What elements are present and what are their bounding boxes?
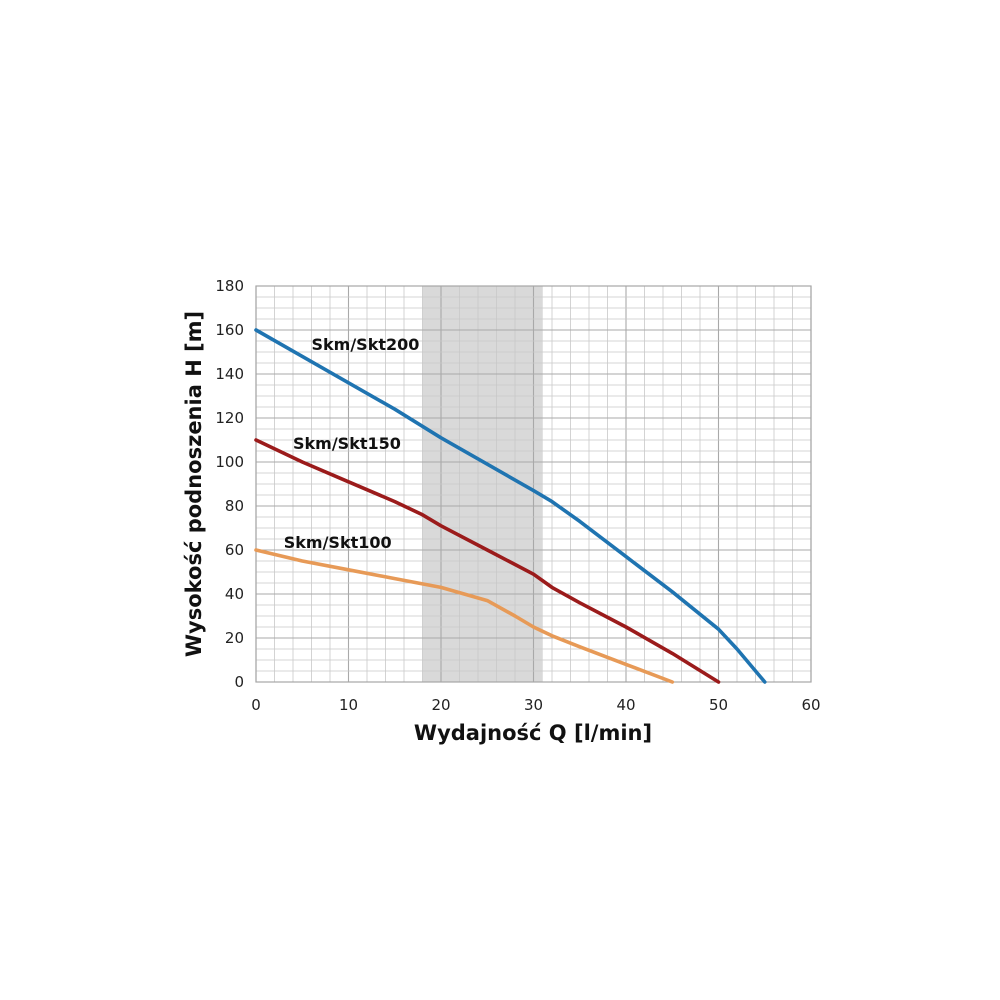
y-tick-label: 160 (215, 321, 244, 339)
x-tick-label: 0 (251, 696, 261, 714)
series-line-0 (254, 328, 767, 684)
y-tick-label: 60 (225, 541, 244, 559)
series-line-2 (254, 548, 675, 684)
x-tick-labels: 0 10 20 30 40 50 60 (251, 696, 820, 714)
series-label-1: Skm/Skt150 (293, 434, 401, 453)
y-tick-label: 120 (215, 409, 244, 427)
y-tick-label: 80 (225, 497, 244, 515)
y-tick-label: 0 (234, 673, 244, 691)
y-tick-label: 100 (215, 453, 244, 471)
x-tick-label: 50 (709, 696, 728, 714)
plot-frame (255, 285, 812, 683)
x-tick-label: 40 (616, 696, 635, 714)
x-tick-label: 10 (339, 696, 358, 714)
y-tick-label: 140 (215, 365, 244, 383)
y-tick-label: 180 (215, 277, 244, 295)
series-label-0: Skm/Skt200 (312, 335, 420, 354)
y-tick-label: 20 (225, 629, 244, 647)
x-tick-label: 30 (524, 696, 543, 714)
series-label-2: Skm/Skt100 (284, 533, 392, 552)
series-line-1 (254, 438, 721, 684)
x-tick-label: 60 (801, 696, 820, 714)
y-tick-label: 40 (225, 585, 244, 603)
y-tick-labels: 0 20 40 60 80 100 120 140 160 180 (215, 277, 244, 691)
series-lines (254, 328, 767, 684)
x-tick-label: 20 (431, 696, 450, 714)
series-labels: Skm/Skt200 Skm/Skt150 Skm/Skt100 (284, 335, 420, 552)
x-axis-title: Wydajność Q [l/min] (414, 721, 652, 745)
y-axis-title: Wysokość podnoszenia H [m] (182, 311, 206, 657)
